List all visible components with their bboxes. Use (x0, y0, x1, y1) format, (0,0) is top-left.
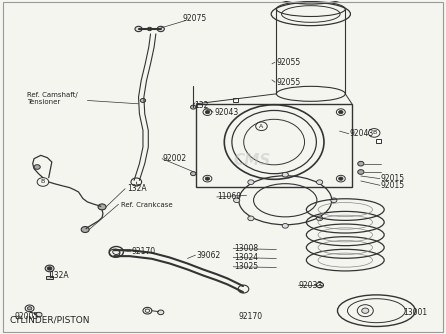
Circle shape (358, 161, 364, 166)
Text: 13025: 13025 (234, 262, 258, 271)
Text: 13001: 13001 (403, 308, 427, 317)
Circle shape (34, 165, 40, 169)
Circle shape (317, 180, 323, 184)
Circle shape (282, 172, 289, 177)
Circle shape (362, 308, 369, 313)
Text: 92055: 92055 (277, 78, 301, 87)
Circle shape (248, 180, 254, 184)
Circle shape (190, 105, 196, 109)
Text: CYLINDER/PISTON: CYLINDER/PISTON (9, 316, 90, 325)
Circle shape (157, 310, 164, 315)
Text: 92170: 92170 (132, 247, 156, 256)
Bar (232, 99, 238, 103)
Text: 92075: 92075 (183, 14, 207, 23)
Circle shape (205, 111, 210, 114)
Bar (196, 104, 352, 187)
Text: B: B (372, 130, 376, 135)
Text: 13024: 13024 (234, 253, 258, 262)
Text: CMS: CMS (233, 153, 271, 168)
Circle shape (140, 99, 146, 103)
Circle shape (282, 223, 289, 228)
Circle shape (317, 216, 323, 221)
Text: 132A: 132A (128, 184, 147, 193)
Circle shape (330, 198, 337, 203)
Circle shape (157, 26, 164, 32)
Bar (376, 139, 381, 143)
Text: 92043: 92043 (350, 129, 374, 138)
Text: 132A: 132A (50, 271, 69, 280)
Text: 92015: 92015 (381, 174, 405, 183)
Circle shape (98, 204, 106, 210)
Text: 13008: 13008 (234, 244, 258, 253)
Circle shape (27, 307, 32, 310)
Circle shape (358, 170, 364, 174)
Text: 132: 132 (194, 101, 208, 110)
Text: 92005: 92005 (14, 312, 38, 321)
Text: 11060: 11060 (218, 192, 242, 201)
Text: 92002: 92002 (163, 154, 187, 163)
Text: 92043: 92043 (214, 108, 238, 117)
Text: Ref. Camshaft/
Tensioner: Ref. Camshaft/ Tensioner (27, 92, 78, 105)
Circle shape (47, 267, 52, 270)
Circle shape (339, 177, 343, 180)
Circle shape (190, 172, 196, 176)
Circle shape (339, 111, 343, 114)
Text: Ref. Crankcase: Ref. Crankcase (121, 202, 172, 208)
Text: 92055: 92055 (277, 58, 301, 67)
Text: 92170: 92170 (239, 312, 263, 321)
Text: 92015: 92015 (381, 181, 405, 190)
Text: 39062: 39062 (196, 250, 221, 260)
Circle shape (248, 216, 254, 221)
Circle shape (36, 312, 42, 317)
Circle shape (205, 177, 210, 180)
Circle shape (135, 26, 142, 32)
Bar (46, 277, 53, 279)
Text: A: A (259, 124, 264, 129)
Text: 92033: 92033 (298, 281, 323, 290)
Text: B: B (41, 179, 45, 184)
Circle shape (234, 198, 240, 203)
Circle shape (81, 226, 89, 232)
Circle shape (45, 265, 54, 272)
